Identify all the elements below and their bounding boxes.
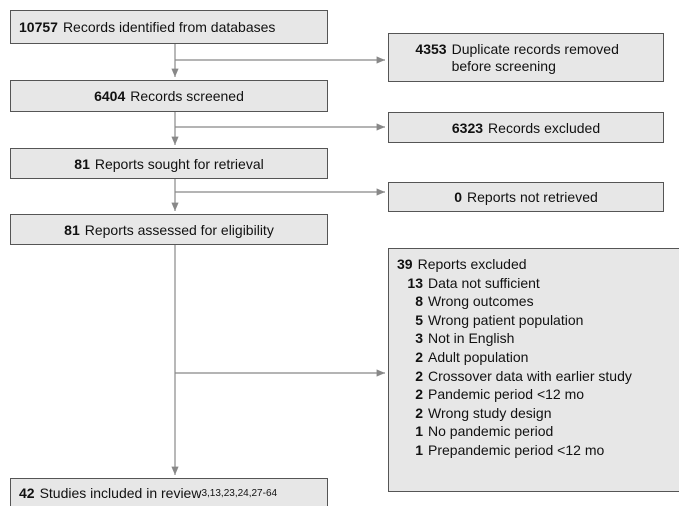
count: 39 (397, 256, 413, 272)
label: Reports not retrieved (467, 189, 598, 205)
count: 2 (415, 348, 423, 365)
box: 6323 Records excluded (388, 112, 664, 143)
label: Reports sought for retrieval (94, 155, 264, 172)
reason: 1 No pandemic period (397, 422, 679, 441)
label: Wrong patient population (428, 311, 584, 328)
box: 0 Reports not retrieved (388, 182, 664, 212)
count: 1 (415, 441, 423, 458)
label: Records excluded (488, 119, 601, 136)
count: 2 (415, 367, 423, 384)
label: Records identified from databases (62, 19, 276, 35)
label: Reports assessed for eligibility (84, 221, 274, 238)
label: Adult population (428, 348, 529, 365)
label: Reports excluded (417, 256, 527, 272)
label: Studies included in review (39, 485, 202, 501)
label: Data not sufficient (428, 274, 540, 291)
label: Wrong outcomes (428, 293, 534, 310)
reason: 1 Prepandemic period <12 mo (397, 441, 679, 460)
count: 81 (64, 221, 80, 238)
label: Pandemic period <12 mo (428, 386, 585, 403)
box: 10757 Records identified from databases (10, 10, 328, 44)
reason: 3 Not in English (397, 329, 679, 348)
count: 6323 (451, 119, 484, 136)
box: 81 Reports sought for retrieval (10, 148, 328, 179)
reason: 2 Crossover data with earlier study (397, 367, 679, 386)
count: 0 (454, 189, 463, 205)
label: Crossover data with earlier study (428, 367, 632, 384)
label: Records screened (130, 88, 244, 104)
count: 4353 (415, 41, 447, 57)
references: 3,13,23,24,27-64 (201, 487, 278, 499)
reason: 5 Wrong patient population (397, 311, 679, 330)
label: Duplicate records removed before screeni… (451, 40, 619, 74)
count: 5 (415, 311, 423, 328)
count: 2 (415, 404, 423, 421)
count: 13 (407, 274, 423, 291)
label: No pandemic period (428, 423, 554, 440)
count: 1 (415, 423, 423, 440)
reason: 2 Wrong study design (397, 404, 679, 423)
box: 6404 Records screened (10, 80, 328, 112)
box: 42 Studies included in review 3,13,23,24,2… (10, 478, 328, 506)
count: 2 (415, 386, 423, 403)
count: 3 (415, 330, 423, 347)
label: Prepandemic period <12 mo (428, 441, 605, 458)
label: Not in English (428, 330, 515, 347)
reason: 2 Adult population (397, 348, 679, 367)
reason: 2 Pandemic period <12 mo (397, 385, 679, 404)
label: Wrong study design (428, 404, 552, 421)
heading: 39 Reports excluded (397, 255, 679, 274)
count: 10757 (19, 19, 58, 35)
reason: 13 Data not sufficient (397, 274, 679, 293)
box: 81 Reports assessed for eligibility (10, 214, 328, 245)
count: 42 (19, 485, 35, 501)
box: 4353 Duplicate records removed before scr… (388, 33, 664, 82)
count: 6404 (94, 88, 126, 104)
reason: 8 Wrong outcomes (397, 292, 679, 311)
count: 81 (74, 155, 90, 172)
box: 39 Reports excluded 13 Data not sufficient… (388, 248, 679, 492)
count: 8 (415, 293, 423, 310)
